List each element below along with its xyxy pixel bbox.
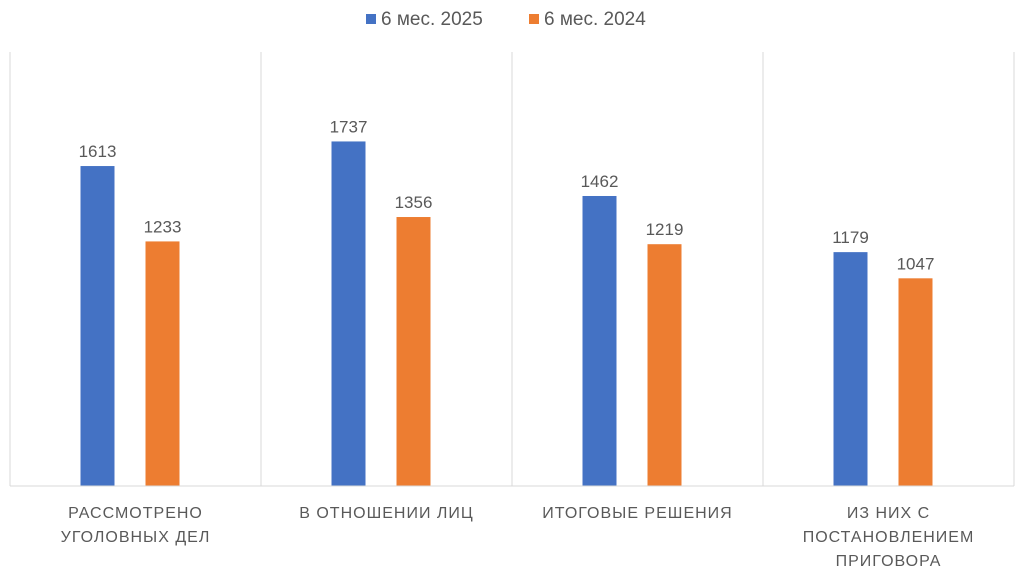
x-axis: РАССМОТРЕНО УГОЛОВНЫХ ДЕЛ В ОТНОШЕНИИ ЛИЦ И… bbox=[10, 485, 1014, 570]
legend: 6 мес. 2025 6 мес. 2024 bbox=[366, 9, 646, 30]
legend-label-1: 6 мес. 2025 bbox=[381, 9, 483, 30]
category-label-line: УГОЛОВНЫХ ДЕЛ bbox=[61, 529, 211, 546]
category-label: РАССМОТРЕНО УГОЛОВНЫХ ДЕЛ bbox=[61, 505, 211, 546]
category-label-line: ПРИГОВОРА bbox=[836, 553, 942, 570]
category-label-line: В ОТНОШЕНИИ ЛИЦ bbox=[299, 505, 474, 522]
data-label: 1356 bbox=[395, 193, 433, 212]
data-label: 1737 bbox=[330, 117, 368, 136]
category-label: В ОТНОШЕНИИ ЛИЦ bbox=[299, 505, 474, 522]
category-label: ИЗ НИХ С ПОСТАНОВЛЕНИЕМ ПРИГОВОРА bbox=[803, 505, 975, 570]
category-label-line: ИТОГОВЫЕ РЕШЕНИЯ bbox=[542, 505, 732, 522]
bar-series-1-cat-4 bbox=[833, 252, 868, 486]
data-label: 1462 bbox=[581, 172, 619, 191]
category-label: ИТОГОВЫЕ РЕШЕНИЯ bbox=[542, 505, 732, 522]
category-separators bbox=[9, 52, 1015, 486]
data-label: 1219 bbox=[646, 220, 684, 239]
legend-swatch-1 bbox=[366, 14, 376, 24]
legend-swatch-2 bbox=[529, 14, 539, 24]
category-label-line: ПОСТАНОВЛЕНИЕМ bbox=[803, 529, 975, 546]
data-label: 1613 bbox=[79, 142, 117, 161]
bar-series-2-cat-2 bbox=[396, 217, 431, 486]
bar-series-2-cat-4 bbox=[898, 278, 933, 486]
category-label-line: ИЗ НИХ С bbox=[847, 505, 930, 522]
bar-series-2-cat-3 bbox=[647, 244, 682, 486]
bar-series-1-cat-2 bbox=[331, 141, 366, 487]
bars bbox=[80, 141, 933, 487]
data-label: 1233 bbox=[144, 217, 182, 236]
data-labels: 1613 1737 1462 1179 1233 1356 1219 1047 bbox=[79, 117, 935, 273]
legend-label-2: 6 мес. 2024 bbox=[544, 9, 646, 30]
data-label: 1047 bbox=[897, 254, 935, 273]
data-label: 1179 bbox=[832, 228, 869, 247]
bar-series-1-cat-3 bbox=[582, 195, 617, 486]
category-label-line: РАССМОТРЕНО bbox=[68, 505, 203, 522]
bar-series-1-cat-1 bbox=[80, 166, 115, 486]
bar-series-2-cat-1 bbox=[145, 241, 180, 486]
